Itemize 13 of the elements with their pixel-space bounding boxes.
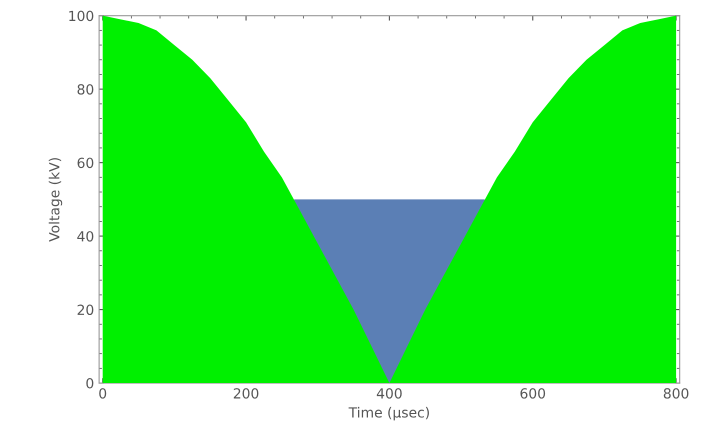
y-tick-label: 40 [77, 231, 94, 242]
x-tick-label: 400 [376, 388, 402, 399]
y-tick-label: 100 [69, 10, 94, 22]
y-tick-label: 20 [78, 304, 94, 316]
y-tick-label: 60 [78, 158, 94, 168]
x-tick-label: 200 [234, 388, 258, 399]
y-axis-title: Voltage (kV) [48, 158, 62, 242]
y-tick-label: 0 [86, 378, 94, 389]
x-tick-label: 0 [99, 388, 106, 399]
x-tick-label: 600 [520, 388, 546, 399]
x-axis-title: Time (μsec) [348, 406, 429, 420]
x-tick-label: 800 [664, 388, 688, 399]
y-tick-label: 80 [78, 84, 94, 95]
